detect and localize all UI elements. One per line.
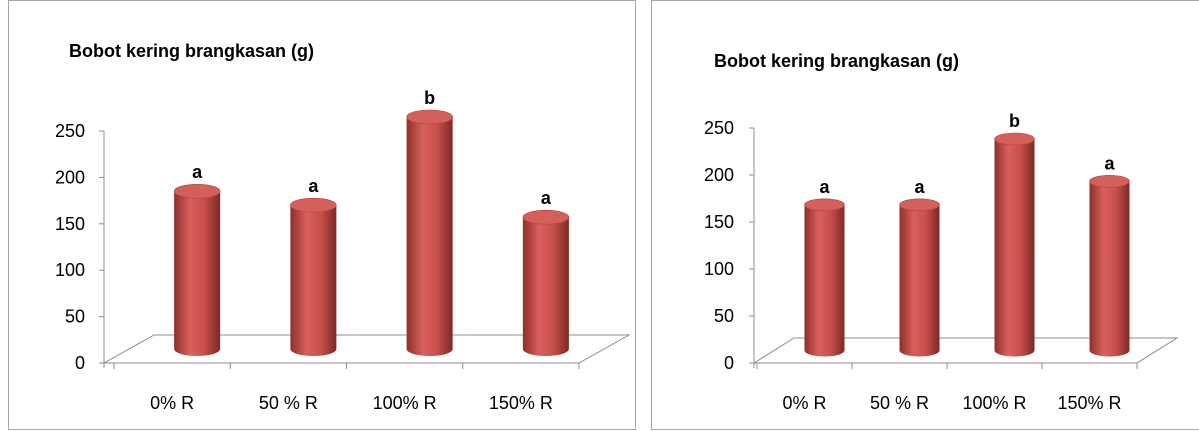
bar-top: [406, 109, 453, 125]
bar-chart-left: Bobot kering brangkasan (g) 0 50 100 150 200…: [55, 41, 631, 413]
bar-body: [406, 117, 453, 356]
x-tick-label: 100% R: [373, 393, 437, 413]
bar: [994, 132, 1035, 357]
bar-body: [1089, 181, 1130, 357]
bar-top: [522, 209, 570, 225]
y-tick-label: 0: [724, 353, 734, 373]
x-tick-label: 150% R: [489, 393, 553, 413]
chart-panel-right: Bobot kering brangkasan (g) 0 50 100 150 200…: [651, 0, 1199, 430]
x-tick-label: 150% R: [1057, 393, 1121, 413]
chart-title: Bobot kering brangkasan (g): [69, 41, 314, 61]
bar-body: [522, 217, 569, 356]
y-tick-label: 200: [55, 167, 85, 187]
bar-top: [899, 198, 940, 212]
bar: [290, 197, 337, 356]
bar-top: [173, 183, 221, 199]
bar-body: [899, 204, 940, 357]
bar: [804, 198, 845, 357]
data-label: a: [541, 188, 552, 208]
bar-body: [174, 191, 221, 356]
data-label: b: [1009, 111, 1020, 131]
bar-chart-right: Bobot kering brangkasan (g) 0 50 100 150 200…: [704, 51, 1179, 413]
y-tick-label: 150: [704, 212, 734, 232]
x-tick-label: 0% R: [782, 393, 826, 413]
y-tick-label: 250: [704, 118, 734, 138]
bar-top: [994, 132, 1035, 146]
bar: [1089, 175, 1130, 357]
y-tick-label: 50: [714, 306, 734, 326]
x-tick-label: 50 % R: [259, 393, 318, 413]
data-label: a: [914, 177, 925, 197]
bar-top: [804, 198, 845, 212]
bar-body: [994, 139, 1035, 357]
x-tick-label: 50 % R: [870, 393, 929, 413]
data-label: b: [424, 88, 435, 108]
bar: [406, 109, 453, 356]
x-tick-label: 100% R: [962, 393, 1026, 413]
bar-body: [804, 204, 845, 357]
y-tick-label: 50: [65, 307, 85, 327]
y-tick-label: 200: [704, 165, 734, 185]
y-tick-label: 0: [75, 353, 85, 373]
data-label: a: [1104, 153, 1115, 173]
y-tick-label: 250: [55, 121, 85, 141]
bar-top: [1089, 175, 1130, 188]
data-label: a: [192, 162, 203, 182]
chart-title: Bobot kering brangkasan (g): [714, 51, 959, 71]
data-label: a: [308, 176, 319, 196]
bar: [899, 198, 940, 357]
bar: [173, 183, 221, 356]
y-tick-label: 100: [704, 259, 734, 279]
y-tick-label: 150: [55, 214, 85, 234]
x-tick-label: 0% R: [150, 393, 194, 413]
y-tick-label: 100: [55, 260, 85, 280]
data-label: a: [819, 177, 830, 197]
chart-panel-left: Bobot kering brangkasan (g) 0 50 100 150 200…: [8, 0, 636, 430]
bar-top: [290, 197, 337, 213]
bar-body: [290, 205, 337, 356]
bar: [522, 209, 570, 356]
